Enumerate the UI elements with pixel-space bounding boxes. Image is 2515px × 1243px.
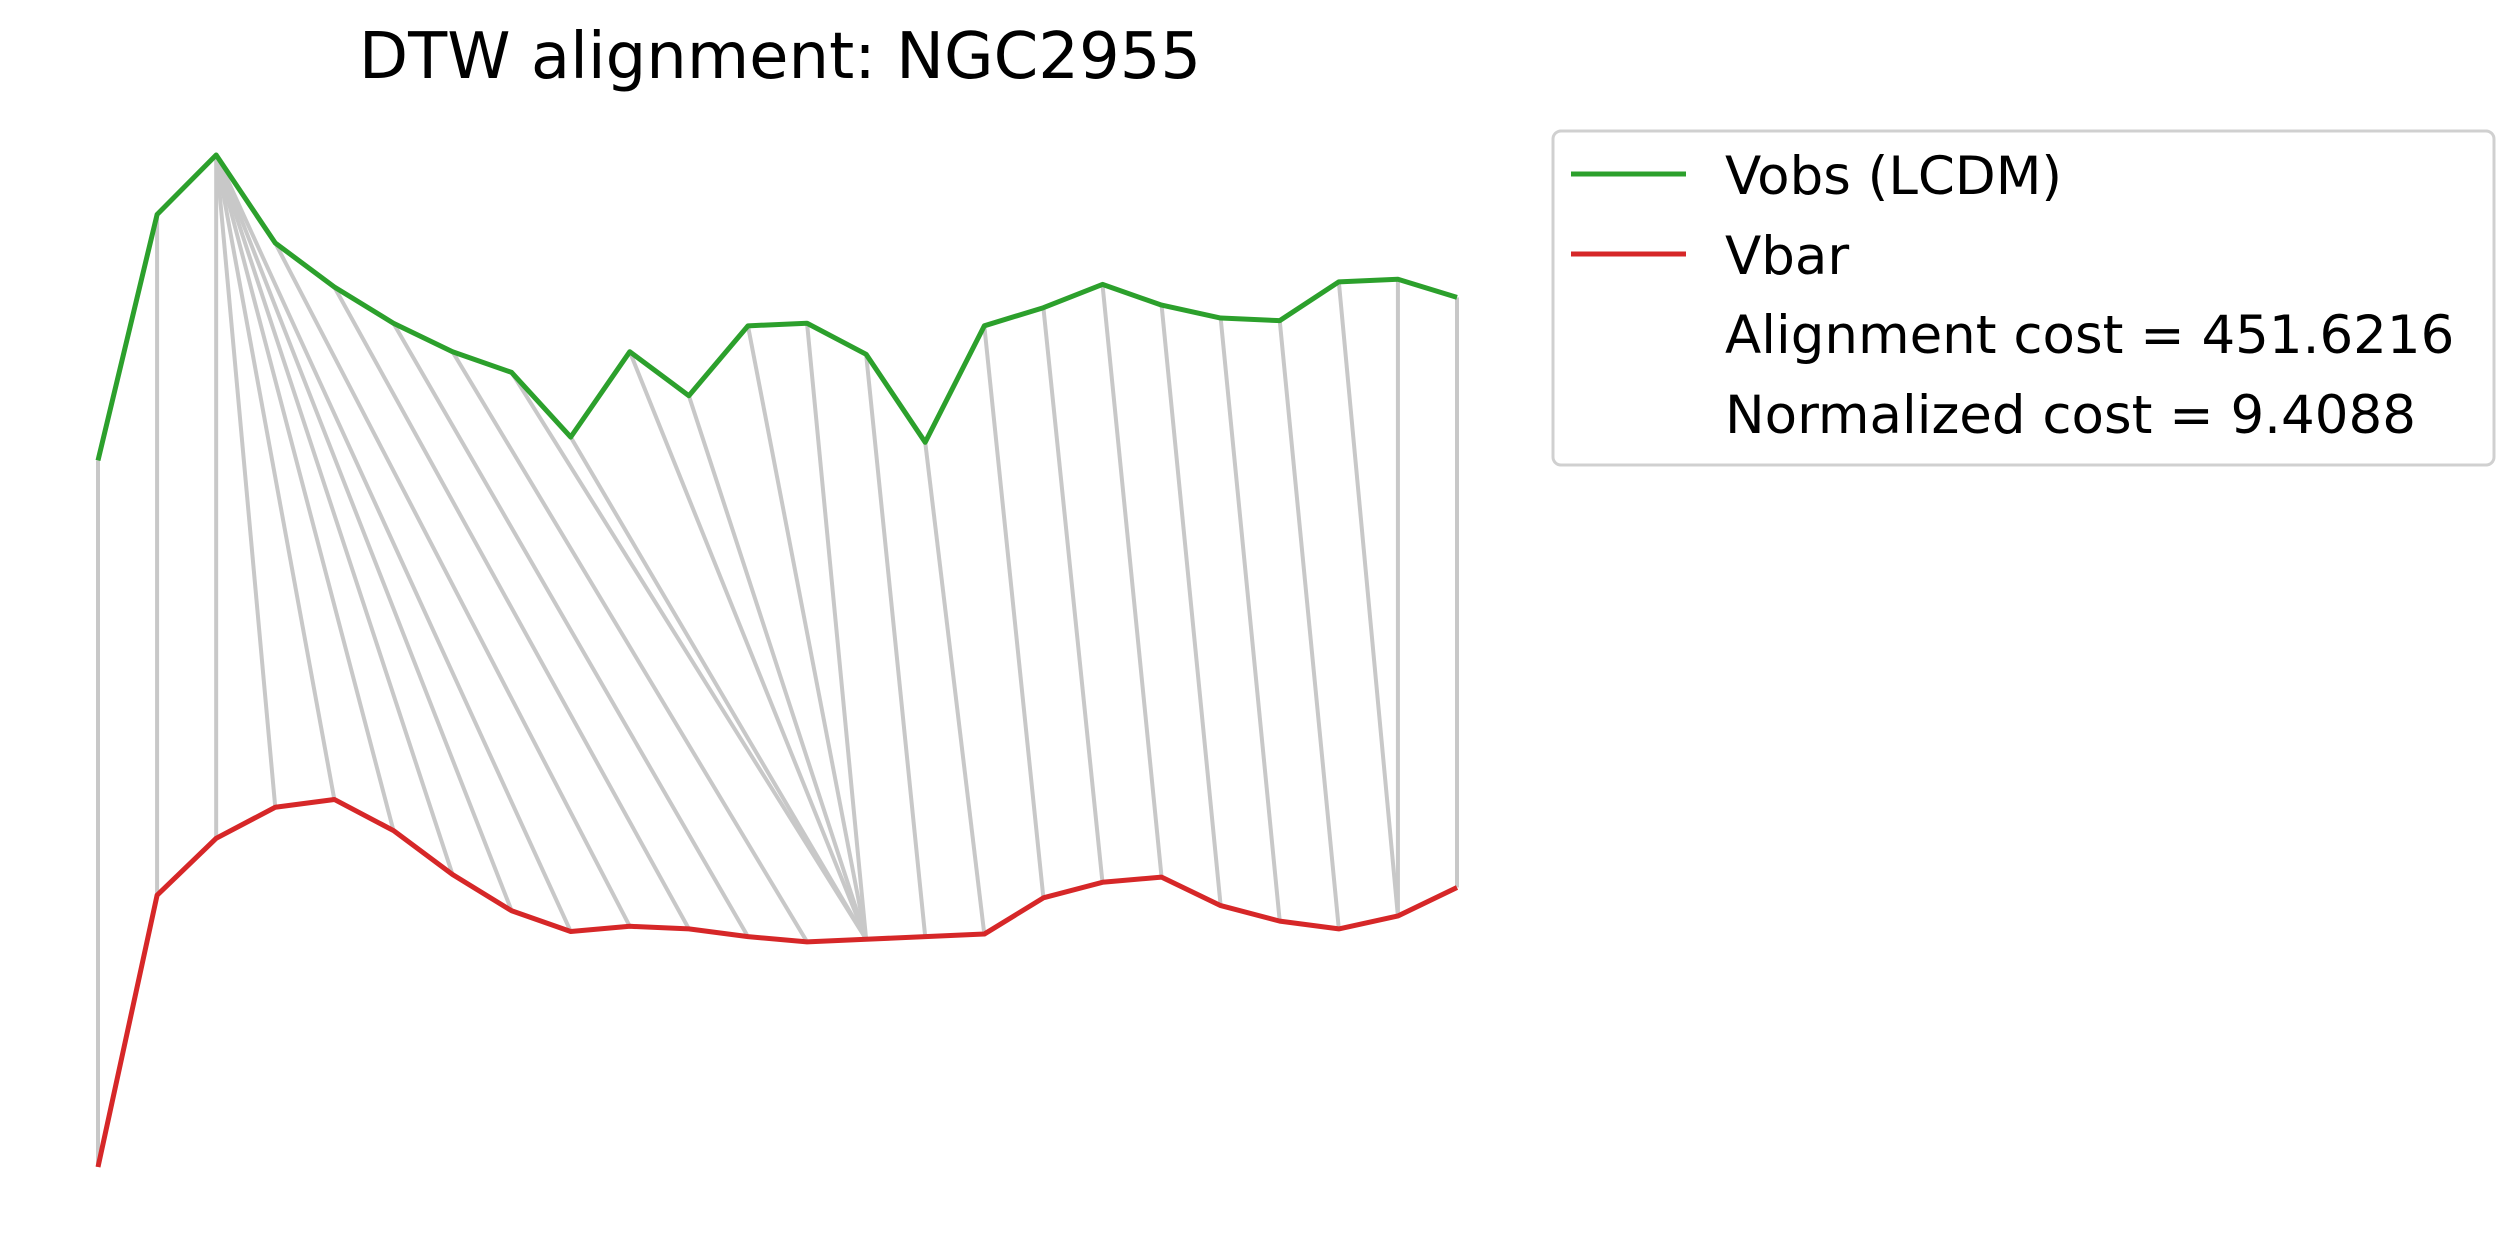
series-line-vobs [95, 152, 1458, 461]
alignment-connector [745, 325, 869, 940]
alignment-connector [1218, 317, 1282, 922]
chart-title: DTW alignment: NGC2955 [359, 20, 1201, 94]
alignment-connector [982, 325, 1046, 899]
alignment-connector [1336, 281, 1400, 917]
alignment-connector [214, 154, 337, 800]
alignment-connector [568, 436, 868, 941]
alignment-connector [1100, 284, 1164, 878]
alignment-connector [686, 395, 869, 940]
alignment-connector [214, 154, 573, 933]
alignment-connector [273, 242, 632, 928]
alignment-connector [214, 154, 278, 808]
alignment-connector [450, 350, 809, 943]
alignment-connector [1041, 307, 1105, 883]
alignment-connector [214, 154, 514, 912]
legend-alignment-cost: Alignment cost = 451.6216 [1725, 305, 2454, 366]
legend-label-vbar: Vbar [1725, 226, 1849, 287]
alignment-connector [627, 350, 868, 940]
legend-label-vobs: Vobs (LCDM) [1725, 146, 2062, 207]
legend-box [1551, 129, 2496, 467]
alignment-connector [805, 323, 869, 940]
series-line-vbar [95, 796, 1459, 1168]
alignment-connector [1277, 320, 1341, 930]
alignment-connector [509, 371, 868, 941]
alignment-connector [214, 154, 455, 876]
alignment-connector [864, 354, 928, 937]
legend: Vobs (LCDM) Vbar Alignment cost = 451.62… [1551, 129, 2496, 467]
alignment-connector [332, 286, 691, 930]
alignment-connector [214, 154, 396, 832]
alignment-connector [391, 322, 750, 938]
series-layer [95, 152, 1459, 1168]
alignment-connector [1159, 304, 1223, 906]
legend-normalized-cost: Normalized cost = 9.4088 [1725, 385, 2416, 446]
alignment-connectors [96, 154, 1459, 1167]
alignment-connector [923, 442, 987, 935]
